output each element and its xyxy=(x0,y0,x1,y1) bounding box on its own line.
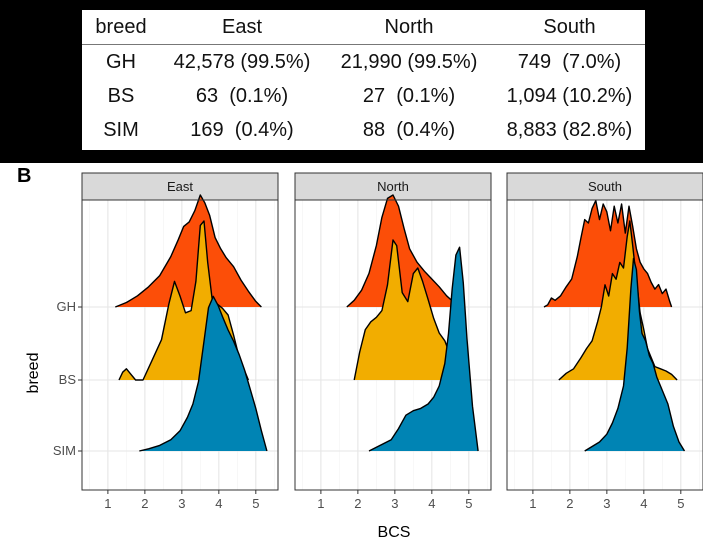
y-tick-label-gh: GH xyxy=(57,299,77,314)
facet-strip-label: North xyxy=(377,179,409,194)
table-cell: 42,578 (99.5%) xyxy=(173,50,311,73)
breed-count-table-background: breed East North South GH 42,578 (99.5%)… xyxy=(0,0,703,163)
density-fill-sim xyxy=(369,247,479,451)
y-axis-title: breed xyxy=(25,353,42,394)
density-fill-bs xyxy=(558,221,678,380)
facet-strip xyxy=(506,172,703,201)
table-row: GH 42,578 (99.5%) 21,990 (99.5%) 749 (7.… xyxy=(82,45,645,80)
x-tick-label: 4 xyxy=(215,496,222,511)
x-tick-label: 5 xyxy=(677,496,684,511)
facet-panels: East 1 2 3 4 5 North 1 2 3 4 5 South 1 2 3 4 5 xyxy=(81,172,703,511)
table-cell: 21,990 (99.5%) xyxy=(340,50,478,73)
facet-panel-south: South 1 2 3 4 5 xyxy=(506,172,703,511)
panel-label: B xyxy=(17,165,32,187)
table-row: SIM 169 (0.4%) 88 (0.4%) 8,883 (82.8%) xyxy=(82,113,645,147)
x-tick-label: 4 xyxy=(428,496,435,511)
y-tick-label-bs: BS xyxy=(59,372,77,387)
density-fill-gh xyxy=(115,195,262,307)
table-cell: 1,094 (10.2%) xyxy=(506,84,633,107)
table-cell: 27 (0.1%) xyxy=(362,84,456,107)
table-cell-breed: SIM xyxy=(103,118,139,141)
density-outline-gh xyxy=(115,194,262,308)
density-outline-gh xyxy=(543,199,673,308)
panel-border xyxy=(506,199,703,491)
table-cell-breed: BS xyxy=(107,84,135,107)
x-tick-label: 2 xyxy=(354,496,361,511)
x-tick-label: 4 xyxy=(640,496,647,511)
y-tick-label-sim: SIM xyxy=(53,443,76,458)
density-fill-gh xyxy=(544,200,672,307)
table-cell: 169 (0.4%) xyxy=(190,118,294,141)
x-tick-label: 5 xyxy=(252,496,259,511)
table-header-north: North xyxy=(324,10,494,45)
x-tick-label: 1 xyxy=(317,496,324,511)
panel-border xyxy=(294,199,492,491)
table-cell: 749 (7.0%) xyxy=(517,50,622,73)
table-cell: 88 (0.4%) xyxy=(362,118,456,141)
facet-strip-label: East xyxy=(167,179,193,194)
x-axis-title: BCS xyxy=(378,524,411,537)
table-cell: 63 (0.1%) xyxy=(195,84,289,107)
table-header-south: South xyxy=(494,10,645,45)
density-outline-bs xyxy=(353,239,457,381)
x-tick-label: 3 xyxy=(178,496,185,511)
table-header-breed: breed xyxy=(82,10,160,45)
density-fill-sim xyxy=(139,296,267,451)
facet-strip-label: South xyxy=(588,179,622,194)
density-outline-gh xyxy=(346,194,461,308)
table-header-east: East xyxy=(160,10,324,45)
x-tick-label: 3 xyxy=(603,496,610,511)
density-outline-sim xyxy=(139,295,268,452)
table-row: BS 63 (0.1%) 27 (0.1%) 1,094 (10.2%) xyxy=(82,79,645,113)
x-tick-label: 1 xyxy=(529,496,536,511)
density-outline-sim xyxy=(584,257,686,452)
x-tick-label: 5 xyxy=(465,496,472,511)
x-tick-label: 2 xyxy=(566,496,573,511)
y-axis: GH BS SIM xyxy=(53,299,82,458)
breed-count-table: breed East North South GH 42,578 (99.5%)… xyxy=(82,10,645,147)
density-fill-bs xyxy=(354,240,456,380)
density-fill-sim xyxy=(584,258,685,451)
density-outline-bs xyxy=(118,220,250,381)
facet-panel-north: North 1 2 3 4 5 xyxy=(294,172,492,511)
x-tick-label: 2 xyxy=(141,496,148,511)
table-cell: 8,883 (82.8%) xyxy=(506,118,633,141)
x-tick-label: 3 xyxy=(391,496,398,511)
panel-border xyxy=(81,199,279,491)
facet-strip xyxy=(81,172,279,201)
x-tick-label: 1 xyxy=(104,496,111,511)
breed-count-table-box: breed East North South GH 42,578 (99.5%)… xyxy=(82,10,645,150)
density-outline-sim xyxy=(368,246,479,452)
facet-panel-east: East 1 2 3 4 5 xyxy=(81,172,279,511)
table-header-row: breed East North South xyxy=(82,10,645,45)
table-cell-breed: GH xyxy=(106,50,136,73)
